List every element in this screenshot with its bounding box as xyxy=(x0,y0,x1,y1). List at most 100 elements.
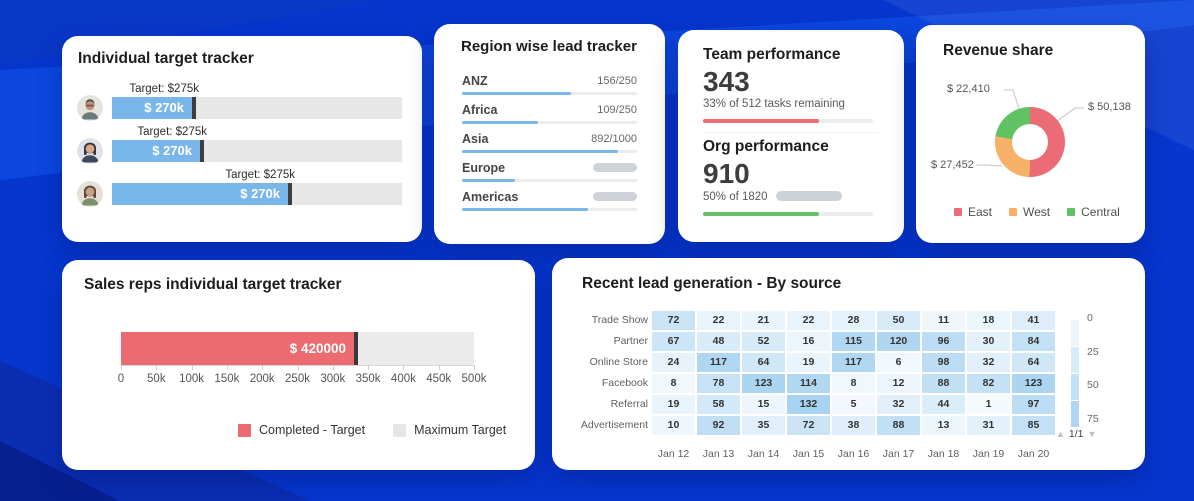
heatmap-cell[interactable]: 72 xyxy=(787,416,830,435)
heatmap-cell[interactable]: 67 xyxy=(652,332,695,351)
legend-item-central[interactable]: Central xyxy=(1067,205,1120,219)
heatmap-cell[interactable]: 13 xyxy=(922,416,965,435)
heatmap-cell[interactable]: 16 xyxy=(787,332,830,351)
legend-item[interactable]: Completed - Target xyxy=(238,423,365,437)
heatmap-cell[interactable]: 1 xyxy=(967,395,1010,414)
loading-skeleton-pill xyxy=(593,192,637,201)
heatmap-cell[interactable]: 38 xyxy=(832,416,875,435)
target-bar-track[interactable]: $ 270k xyxy=(112,140,402,162)
heatmap-cell[interactable]: 22 xyxy=(697,311,740,330)
heatmap-cell[interactable]: 8 xyxy=(832,374,875,393)
heatmap-cell[interactable]: 32 xyxy=(967,353,1010,372)
heatmap-cell[interactable]: 50 xyxy=(877,311,920,330)
heatmap-cell[interactable]: 19 xyxy=(787,353,830,372)
heatmap-cell[interactable]: 21 xyxy=(742,311,785,330)
heatmap-cell[interactable]: 22 xyxy=(787,311,830,330)
target-bar-fill[interactable]: $ 270k xyxy=(112,183,288,205)
region-bar-track[interactable] xyxy=(462,150,637,153)
heatmap-cell[interactable]: 132 xyxy=(787,395,830,414)
heatmap-column-label: Jan 15 xyxy=(792,448,825,460)
target-bar-fill[interactable]: $ 270k xyxy=(112,140,200,162)
heatmap-row-label: Facebook xyxy=(601,377,648,389)
heatmap-cell[interactable]: 12 xyxy=(877,374,920,393)
target-label: Target: $275k xyxy=(225,169,295,181)
legend-label: Maximum Target xyxy=(414,423,507,437)
pager-up-icon[interactable]: ▲ xyxy=(1056,429,1065,439)
heatmap-cell[interactable]: 78 xyxy=(697,374,740,393)
heatmap-cell[interactable]: 97 xyxy=(1012,395,1055,414)
org-performance-value: 910 xyxy=(703,158,750,189)
pager-down-icon[interactable]: ▼ xyxy=(1087,429,1097,439)
legend-item-west[interactable]: West xyxy=(1009,205,1050,219)
x-axis-tick xyxy=(262,365,264,370)
heatmap-cell[interactable]: 10 xyxy=(652,416,695,435)
heatmap-cell[interactable]: 120 xyxy=(877,332,920,351)
heatmap-cell[interactable]: 117 xyxy=(697,353,740,372)
revenue-share-donut-chart[interactable] xyxy=(995,107,1065,177)
legend-item-east[interactable]: East xyxy=(954,205,992,219)
lead-generation-title: Recent lead generation - By source xyxy=(582,275,842,292)
heatmap-cell[interactable]: 92 xyxy=(697,416,740,435)
heatmap-cell[interactable]: 48 xyxy=(697,332,740,351)
heatmap-cell[interactable]: 18 xyxy=(967,311,1010,330)
heatmap-cell[interactable]: 30 xyxy=(967,332,1010,351)
heatmap-cell[interactable]: 88 xyxy=(877,416,920,435)
sales-legend: Completed - Target Maximum Target xyxy=(238,423,506,437)
org-performance-title: Org performance xyxy=(703,138,829,155)
heatmap-column-label: Jan 14 xyxy=(747,448,780,460)
region-row-asia: Asia 892/1000 xyxy=(462,132,637,161)
heatmap-cell[interactable]: 84 xyxy=(1012,332,1055,351)
target-bar-fill[interactable]: $ 270k xyxy=(112,97,192,119)
heatmap-cell[interactable]: 64 xyxy=(1012,353,1055,372)
target-bar-track[interactable]: $ 270k xyxy=(112,97,402,119)
region-bar-track[interactable] xyxy=(462,208,637,211)
heatmap-cell[interactable]: 19 xyxy=(652,395,695,414)
heatmap-cell[interactable]: 115 xyxy=(832,332,875,351)
target-marker xyxy=(192,97,196,119)
heatmap-cell[interactable]: 6 xyxy=(877,353,920,372)
heatmap-cell[interactable]: 15 xyxy=(742,395,785,414)
heatmap-cell[interactable]: 114 xyxy=(787,374,830,393)
color-scale-tick-label: 75 xyxy=(1087,412,1099,425)
region-bar-track[interactable] xyxy=(462,121,637,124)
region-bar-track[interactable] xyxy=(462,92,637,95)
sales-bar-track[interactable]: $ 420000 xyxy=(121,332,474,365)
heatmap-cell[interactable]: 117 xyxy=(832,353,875,372)
heatmap-cell[interactable]: 8 xyxy=(652,374,695,393)
heatmap-cell[interactable]: 35 xyxy=(742,416,785,435)
x-axis-tick-label: 300k xyxy=(320,373,346,385)
heatmap-cell[interactable]: 123 xyxy=(742,374,785,393)
region-value: 892/1000 xyxy=(591,133,637,145)
org-performance-progressbar[interactable] xyxy=(703,212,873,216)
heatmap-cell[interactable]: 32 xyxy=(877,395,920,414)
target-bar-track[interactable]: $ 270k xyxy=(112,183,402,205)
team-performance-progressbar[interactable] xyxy=(703,119,873,123)
x-axis-tick xyxy=(474,365,475,370)
heatmap-cell[interactable]: 98 xyxy=(922,353,965,372)
sales-bar-fill[interactable]: $ 420000 xyxy=(121,332,356,365)
heatmap-cell[interactable]: 96 xyxy=(922,332,965,351)
heatmap-column-label: Jan 20 xyxy=(1017,448,1050,460)
heatmap-cell[interactable]: 24 xyxy=(652,353,695,372)
x-axis-tick xyxy=(156,365,158,370)
heatmap-cell[interactable]: 11 xyxy=(922,311,965,330)
heatmap-cell[interactable]: 52 xyxy=(742,332,785,351)
x-axis-tick xyxy=(226,365,228,370)
heatmap-cell[interactable]: 31 xyxy=(967,416,1010,435)
heatmap-cell[interactable]: 85 xyxy=(1012,416,1055,435)
heatmap-cell[interactable]: 5 xyxy=(832,395,875,414)
legend-item[interactable]: Maximum Target xyxy=(393,423,506,437)
heatmap-cell[interactable]: 28 xyxy=(832,311,875,330)
target-marker xyxy=(288,183,292,205)
bar-value-label: $ 270k xyxy=(144,100,184,115)
heatmap-cell[interactable]: 41 xyxy=(1012,311,1055,330)
heatmap-cell[interactable]: 123 xyxy=(1012,374,1055,393)
heatmap-cell[interactable]: 44 xyxy=(922,395,965,414)
region-bar-track[interactable] xyxy=(462,179,637,182)
heatmap-cell[interactable]: 82 xyxy=(967,374,1010,393)
heatmap-cell[interactable]: 58 xyxy=(697,395,740,414)
org-performance-subtitle-text: 50% of 1820 xyxy=(703,191,768,203)
heatmap-cell[interactable]: 64 xyxy=(742,353,785,372)
heatmap-cell[interactable]: 72 xyxy=(652,311,695,330)
heatmap-cell[interactable]: 88 xyxy=(922,374,965,393)
